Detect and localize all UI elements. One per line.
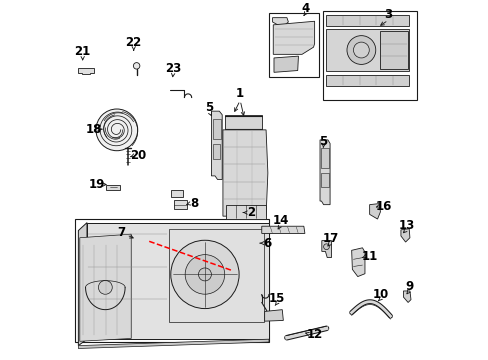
Polygon shape (273, 21, 314, 54)
Text: 6: 6 (263, 237, 271, 249)
Polygon shape (223, 130, 267, 216)
Circle shape (185, 255, 224, 294)
Polygon shape (87, 222, 268, 339)
Text: 7: 7 (117, 226, 125, 239)
Bar (212, 144, 220, 159)
Circle shape (98, 280, 112, 294)
Polygon shape (273, 56, 298, 72)
Polygon shape (78, 222, 87, 346)
Text: 15: 15 (268, 292, 285, 305)
Circle shape (346, 36, 375, 64)
Polygon shape (106, 185, 120, 190)
Text: 1: 1 (236, 87, 244, 100)
Text: 22: 22 (125, 36, 142, 49)
Text: 23: 23 (165, 62, 181, 75)
Text: 21: 21 (74, 45, 91, 58)
Text: 9: 9 (404, 280, 412, 293)
Polygon shape (211, 111, 222, 180)
Circle shape (323, 244, 329, 249)
Text: 8: 8 (190, 197, 198, 210)
Text: 19: 19 (89, 178, 105, 191)
Polygon shape (351, 248, 364, 276)
Bar (321, 173, 328, 188)
Text: 16: 16 (375, 199, 391, 213)
Polygon shape (261, 226, 305, 233)
Text: 10: 10 (371, 288, 388, 301)
Polygon shape (173, 200, 187, 209)
Text: 20: 20 (130, 149, 146, 162)
Polygon shape (78, 68, 94, 75)
Bar (268, 13, 318, 77)
Text: 13: 13 (397, 219, 414, 231)
Text: 4: 4 (301, 2, 309, 15)
Polygon shape (326, 15, 408, 26)
Polygon shape (321, 240, 331, 257)
Circle shape (353, 42, 368, 58)
Polygon shape (272, 18, 288, 27)
Polygon shape (319, 140, 329, 204)
Polygon shape (171, 190, 183, 198)
Text: 11: 11 (361, 250, 377, 263)
Polygon shape (225, 204, 265, 219)
Text: 12: 12 (306, 328, 322, 341)
Text: 18: 18 (86, 123, 102, 136)
Polygon shape (400, 229, 409, 242)
Polygon shape (380, 31, 407, 69)
Polygon shape (169, 229, 264, 322)
Bar (321, 148, 328, 168)
Polygon shape (78, 339, 268, 348)
Text: 17: 17 (322, 232, 338, 245)
Text: 5: 5 (319, 135, 327, 148)
Bar (322, 11, 416, 100)
Text: 3: 3 (384, 8, 391, 21)
Polygon shape (326, 75, 408, 86)
Circle shape (133, 63, 140, 69)
Circle shape (96, 109, 138, 151)
Polygon shape (224, 116, 261, 130)
Text: 14: 14 (272, 214, 288, 227)
Circle shape (170, 240, 239, 309)
Circle shape (198, 268, 211, 281)
Bar (212, 119, 220, 139)
Polygon shape (80, 234, 131, 341)
Polygon shape (326, 29, 408, 71)
Bar (75, 219, 268, 342)
Polygon shape (403, 291, 410, 302)
Polygon shape (264, 310, 283, 321)
Polygon shape (369, 203, 380, 219)
Text: 2: 2 (246, 206, 255, 219)
Text: 5: 5 (205, 101, 213, 114)
